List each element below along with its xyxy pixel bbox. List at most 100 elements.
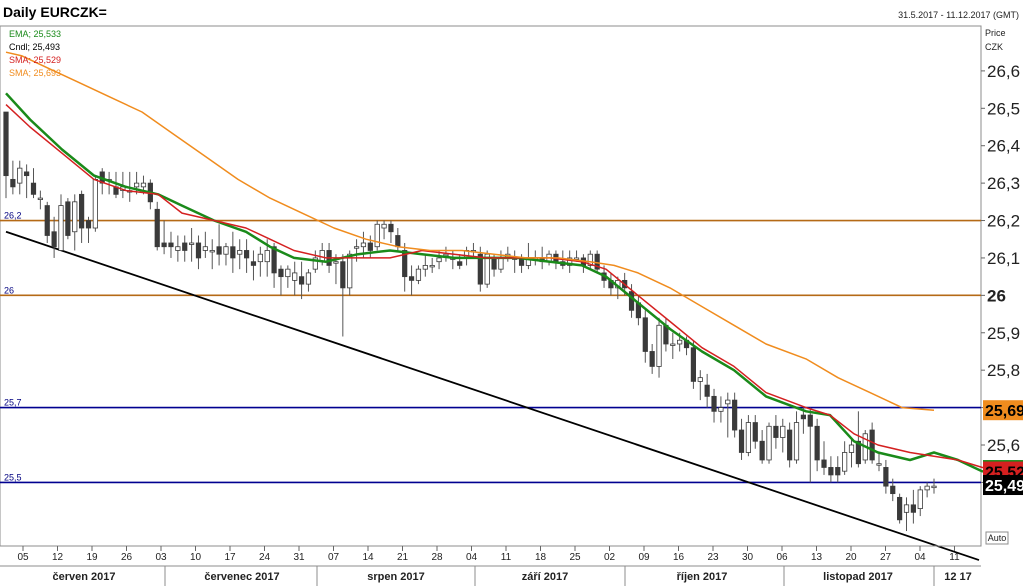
- x-axis-ticks: 05 12 19 26 03 10 17 24 31 07 14 21 28 04 11 18 25 02 09 16…: [17, 546, 960, 563]
- x-tick-label: 30: [742, 552, 754, 563]
- x-tick-label: 27: [880, 552, 892, 563]
- hline-label-0: 26,2: [4, 211, 22, 221]
- candle-body: [869, 429, 875, 461]
- candle-body: [649, 351, 655, 367]
- candle-body: [340, 261, 346, 289]
- legend-item-0: EMA; 25,533: [9, 29, 61, 39]
- candle-128: [883, 459, 889, 494]
- candle-body: [374, 223, 380, 248]
- candle-23: [161, 220, 167, 255]
- candle-134: [924, 482, 930, 498]
- candle-body: [230, 246, 236, 259]
- candle-7: [51, 216, 57, 258]
- candle-body: [890, 485, 896, 495]
- candle-body: [353, 246, 360, 249]
- candle-27: [188, 228, 195, 262]
- candle-9: [65, 198, 71, 240]
- candle-body: [718, 407, 724, 412]
- candle-29: [202, 231, 208, 258]
- x-tick-label: 18: [535, 552, 547, 563]
- candle-body: [855, 440, 861, 465]
- x-tick-label: 07: [328, 552, 340, 563]
- candle-body: [835, 467, 841, 476]
- candle-body: [85, 220, 92, 229]
- candle-body: [195, 242, 202, 259]
- candle-116: [800, 407, 806, 434]
- x-tick-label: 04: [914, 552, 926, 563]
- candle-5: [37, 190, 43, 210]
- candle-body: [3, 111, 9, 177]
- candle-body: [587, 253, 593, 266]
- x-tick-label: 26: [121, 552, 133, 563]
- candle-43: [298, 261, 305, 300]
- candle-body: [72, 201, 78, 233]
- candle-133: [917, 486, 923, 517]
- candle-body: [690, 347, 697, 382]
- y-tick-label: 26: [987, 286, 1006, 305]
- auto-button[interactable]: Auto: [985, 531, 1009, 545]
- price-badge-bg: [983, 475, 1023, 496]
- candle-body: [436, 257, 442, 263]
- month-label: září 2017: [522, 571, 568, 583]
- candle-body: [24, 171, 30, 177]
- x-tick-label: 03: [155, 552, 167, 563]
- candle-109: [752, 415, 758, 449]
- legend-item-2: SMA; 25,529: [9, 55, 61, 65]
- x-tick-label: 12: [52, 552, 64, 563]
- candle-59: [408, 265, 415, 296]
- candle-body: [484, 253, 490, 285]
- candle-body: [134, 182, 140, 188]
- y-tick-label: 26,1: [987, 249, 1020, 268]
- x-tick-label: 23: [707, 552, 719, 563]
- legend-item-3: SMA; 25,693: [9, 68, 61, 78]
- month-label: říjen 2017: [677, 571, 728, 583]
- candle-112: [773, 415, 779, 449]
- candle-body: [58, 205, 64, 251]
- candle-body: [408, 276, 415, 281]
- candle-body: [677, 339, 683, 345]
- candle-body: [498, 257, 504, 270]
- x-tick-label: 02: [604, 552, 616, 563]
- candle-body: [367, 242, 373, 251]
- candle-body: [92, 178, 98, 229]
- candle-24: [168, 231, 174, 258]
- candle-body: [333, 261, 339, 264]
- candle-body: [305, 272, 312, 285]
- candle-body: [243, 250, 250, 259]
- candle-12: [85, 216, 92, 243]
- candle-body: [780, 425, 786, 438]
- candle-1: [10, 160, 16, 195]
- candle-100: [690, 340, 697, 389]
- trendline: [5, 230, 980, 561]
- x-tick-label: 06: [776, 552, 788, 563]
- candle-110: [759, 430, 765, 464]
- candle-97: [670, 332, 676, 359]
- hline-label-1: 26: [4, 285, 14, 295]
- candle-body: [787, 429, 793, 461]
- candle-106: [732, 392, 738, 438]
- month-label: červenec 2017: [204, 571, 279, 583]
- month-label: listopad 2017: [823, 571, 893, 583]
- candle-body: [250, 261, 257, 266]
- candle-54: [374, 220, 380, 251]
- candle-121: [835, 456, 841, 483]
- candle-49: [340, 254, 346, 337]
- x-tick-label: 25: [569, 552, 581, 563]
- x-tick-label: 10: [190, 552, 202, 563]
- candle-body: [745, 422, 752, 453]
- x-tick-label: 21: [397, 552, 409, 563]
- candle-body: [910, 504, 916, 513]
- y-tick-label: 26,3: [987, 174, 1020, 193]
- candle-body: [44, 205, 50, 236]
- candle-body: [848, 444, 855, 453]
- candle-115: [793, 411, 800, 464]
- candle-22: [154, 201, 160, 251]
- candle-body: [381, 223, 387, 229]
- candle-body: [312, 257, 318, 270]
- candle-body: [175, 246, 181, 251]
- candle-32: [223, 242, 229, 266]
- candle-36: [250, 250, 257, 281]
- candle-body: [828, 467, 834, 476]
- month-label: 12 17: [944, 571, 972, 583]
- candle-body: [697, 377, 703, 382]
